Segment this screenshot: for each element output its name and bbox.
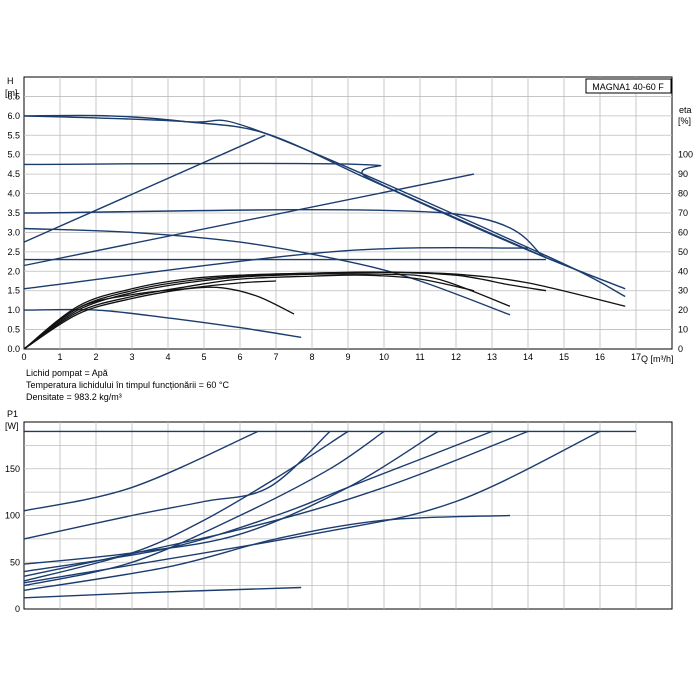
y-tick-label: 2.5 [7, 247, 20, 257]
annotation-liquid: Lichid pompat = Apă [26, 368, 108, 378]
head-curve [23, 162, 547, 259]
y-tick-label: 3.0 [7, 227, 20, 237]
x-tick-label: 0 [21, 352, 26, 362]
power-curve [23, 430, 529, 577]
efficiency-curve [23, 286, 295, 350]
y-tick-label: 6.5 [7, 91, 20, 101]
head-chart-labels: 0 1 2 3 4 5 6 7 8 9 10 11 12 13 14 15 16 170.00.51.01.52.… [7, 91, 693, 362]
head-chart-grid [23, 76, 673, 350]
efficiency-curve [23, 271, 547, 350]
y-tick-label: 6.0 [7, 111, 20, 121]
x-tick-label: 17 [631, 352, 641, 362]
head-curve [23, 308, 302, 338]
y2-tick-label: 40 [678, 266, 688, 276]
efficiency-curve [23, 274, 475, 350]
efficiency-curve [23, 280, 277, 350]
y2-tick-label: 50 [678, 247, 688, 257]
power-y-tick-label: 0 [15, 604, 20, 614]
x-tick-label: 1 [57, 352, 62, 362]
power-curve [23, 430, 349, 582]
chart-title: MAGNA1 40-60 F [592, 82, 664, 92]
x-tick-label: 13 [487, 352, 497, 362]
power-curve [23, 586, 302, 599]
y-axis-unit: [m] [5, 88, 18, 98]
head-curve [23, 246, 529, 290]
power-chart-curves [23, 430, 636, 599]
y-tick-label: 3.5 [7, 208, 20, 218]
y2-tick-label: 30 [678, 286, 688, 296]
y-tick-label: 1.5 [7, 286, 20, 296]
head-curve [23, 209, 547, 259]
y2-tick-label: 100 [678, 150, 693, 160]
x-tick-label: 7 [273, 352, 278, 362]
power-curve [23, 430, 385, 587]
y2-axis-label: eta [679, 105, 692, 115]
x-tick-label: 9 [345, 352, 350, 362]
power-y-axis-unit: [W] [5, 421, 19, 431]
y2-tick-label: 0 [678, 344, 683, 354]
x-tick-label: 2 [93, 352, 98, 362]
y2-tick-label: 70 [678, 208, 688, 218]
x-tick-label: 8 [309, 352, 314, 362]
y-tick-label: 5.0 [7, 150, 20, 160]
x-tick-label: 16 [595, 352, 605, 362]
efficiency-curve [23, 273, 511, 350]
power-chart-grid [23, 421, 673, 610]
power-curve [23, 430, 439, 565]
x-tick-label: 3 [129, 352, 134, 362]
x-tick-label: 14 [523, 352, 533, 362]
y2-tick-label: 10 [678, 325, 688, 335]
head-curve [23, 134, 266, 243]
title-box [585, 78, 672, 94]
y-tick-label: 5.5 [7, 130, 20, 140]
y-tick-label: 1.0 [7, 305, 20, 315]
y2-tick-label: 80 [678, 189, 688, 199]
y2-axis-unit: [%] [678, 116, 691, 126]
power-y-axis-label: P1 [7, 409, 18, 419]
x-tick-label: 5 [201, 352, 206, 362]
head-curve [23, 227, 511, 316]
efficiency-curve [23, 271, 626, 350]
y2-tick-label: 60 [678, 227, 688, 237]
y-tick-label: 0.5 [7, 325, 20, 335]
x-tick-label: 6 [237, 352, 242, 362]
y2-tick-label: 20 [678, 305, 688, 315]
power-curve [23, 430, 331, 540]
power-y-tick-label: 100 [5, 511, 20, 521]
y-tick-label: 0.0 [7, 344, 20, 354]
annotation-temperature: Temperatura lichidului în timpul funcțio… [26, 380, 229, 390]
annotation-density: Densitate = 983.2 kg/m³ [26, 392, 122, 402]
x-tick-label: 15 [559, 352, 569, 362]
power-chart-labels: 0 50 100 150 [5, 464, 20, 614]
x-axis-label: Q [m³/h] [641, 354, 674, 364]
head-curve [23, 115, 626, 298]
y-tick-label: 4.0 [7, 189, 20, 199]
y-tick-label: 2.0 [7, 266, 20, 276]
power-curve [23, 430, 493, 573]
power-curve [23, 430, 259, 512]
power-curve [23, 430, 601, 584]
x-tick-label: 12 [451, 352, 461, 362]
head-curve [23, 173, 475, 267]
power-y-tick-label: 50 [10, 557, 20, 567]
x-tick-label: 10 [379, 352, 389, 362]
power-curve [23, 514, 511, 591]
y-tick-label: 4.5 [7, 169, 20, 179]
head-chart-curves [23, 114, 626, 350]
power-y-tick-label: 150 [5, 464, 20, 474]
x-tick-label: 4 [165, 352, 170, 362]
x-tick-label: 11 [415, 352, 424, 362]
y-axis-label: H [7, 76, 14, 86]
y2-tick-label: 90 [678, 169, 688, 179]
